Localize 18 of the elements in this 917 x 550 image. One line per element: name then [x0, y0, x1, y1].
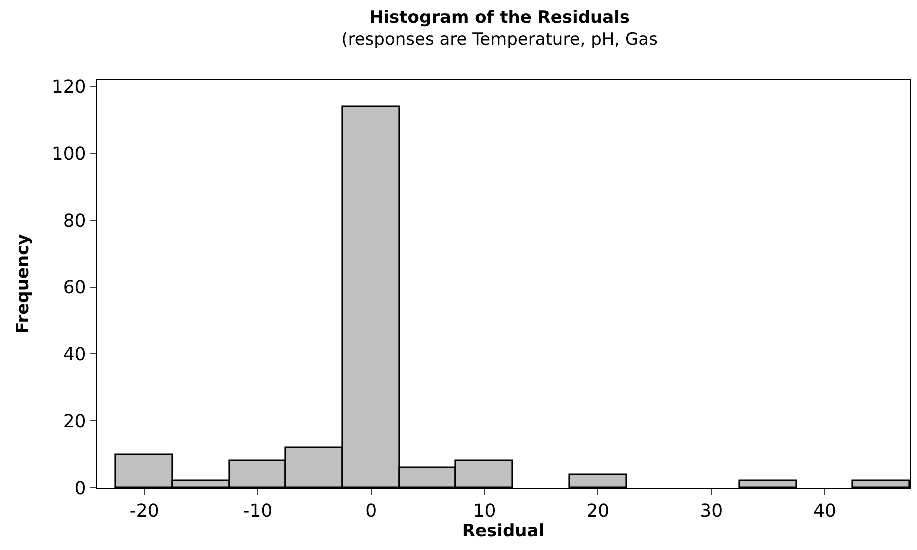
x-tick-label: 0: [366, 500, 378, 522]
y-tick-label: 40: [63, 344, 86, 366]
x-axis-title: Residual: [462, 522, 545, 542]
y-tick-label: 100: [52, 144, 86, 165]
y-tick-label: 80: [63, 210, 86, 232]
x-tick-label: -20: [130, 500, 160, 522]
y-axis-title: Frequency: [13, 234, 34, 334]
y-tick-label: 20: [63, 411, 86, 432]
x-tick-label: 30: [700, 500, 724, 522]
chart-subtitle: (responses are Temperature, pH, Gas: [342, 30, 658, 50]
y-tick-label: 60: [63, 278, 86, 299]
chart-title: Histogram of the Residuals: [369, 8, 630, 28]
y-tick-label: 0: [74, 478, 86, 500]
x-tick-label: 40: [814, 500, 836, 522]
x-tick-label: 10: [473, 500, 496, 522]
x-tick-label: 20: [586, 500, 610, 522]
x-tick-label: -10: [243, 500, 273, 522]
y-tick-label: 120: [52, 76, 86, 98]
